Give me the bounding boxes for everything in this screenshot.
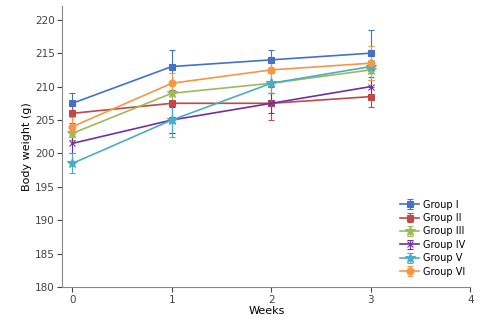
Y-axis label: Body weight (g): Body weight (g) bbox=[22, 102, 32, 191]
X-axis label: Weeks: Weeks bbox=[248, 306, 285, 316]
Legend: Group I, Group II, Group III, Group IV, Group V, Group VI: Group I, Group II, Group III, Group IV, … bbox=[400, 200, 466, 277]
